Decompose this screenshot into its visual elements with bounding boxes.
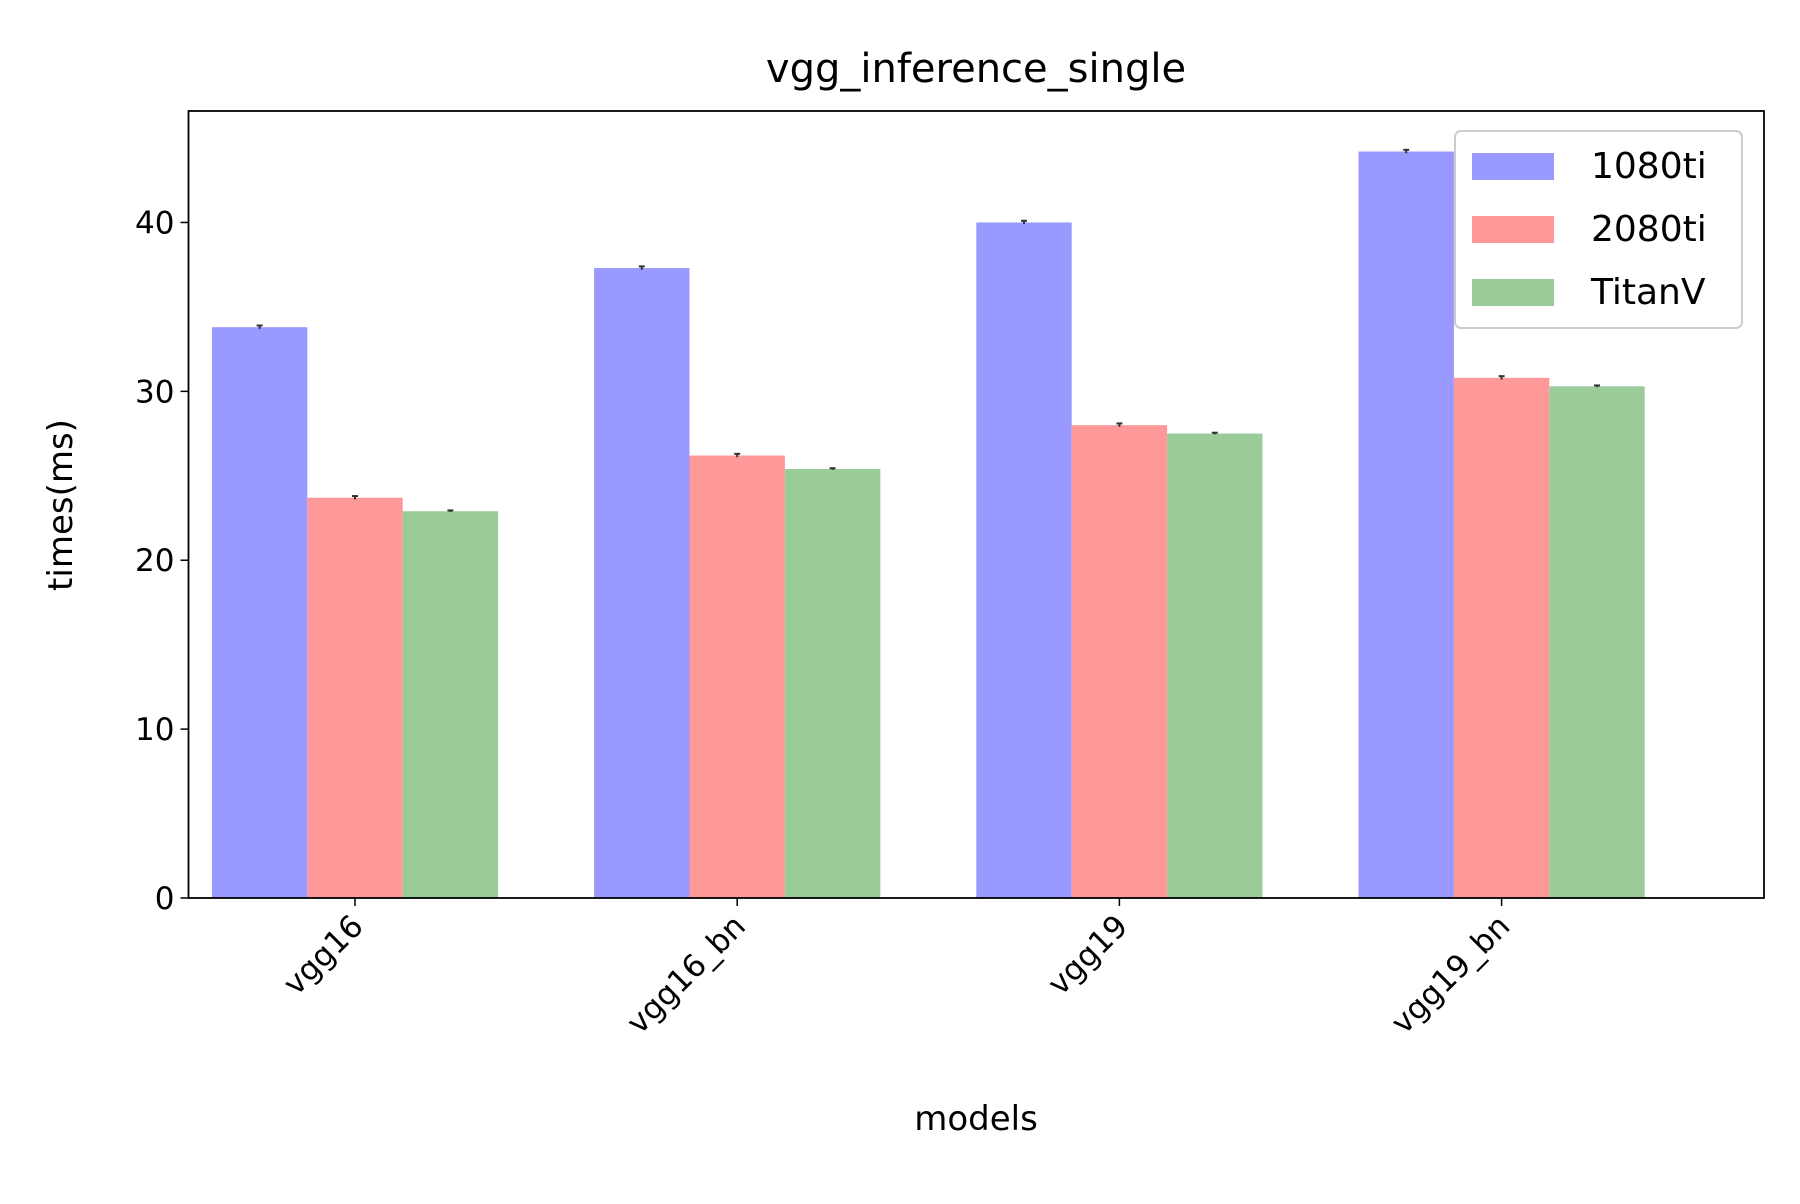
legend: 1080ti 2080ti TitanV <box>1454 130 1743 329</box>
bar <box>594 268 690 898</box>
bar <box>1549 386 1645 898</box>
x-axis-label: models <box>914 1099 1038 1139</box>
y-tick-label: 10 <box>135 712 174 748</box>
legend-label: 2080ti <box>1591 209 1707 250</box>
y-tick-label: 40 <box>135 205 174 241</box>
plot-frame <box>187 110 1765 899</box>
y-axis-label: times(ms) <box>41 419 81 591</box>
x-tick-label: vgg16 <box>277 908 371 1002</box>
legend-swatch <box>1472 279 1554 306</box>
legend-box <box>1454 130 1743 329</box>
bar <box>1167 433 1263 898</box>
bar <box>784 469 881 898</box>
x-tick-label: vgg16_bn <box>620 908 753 1041</box>
x-tick-label: vgg19_bn <box>1384 908 1517 1041</box>
chart-title: vgg_inference_single <box>766 46 1186 92</box>
bar <box>976 222 1072 899</box>
bar <box>1453 377 1550 898</box>
y-tick-label: 30 <box>135 374 174 410</box>
legend-swatch <box>1472 153 1554 180</box>
y-tick-label: 0 <box>155 881 175 917</box>
legend-label: TitanV <box>1590 272 1706 313</box>
bar <box>211 327 308 899</box>
bar <box>402 511 499 898</box>
legend-label: 1080ti <box>1591 146 1707 187</box>
legend-swatch <box>1472 216 1554 243</box>
x-tick-label: vgg19 <box>1041 908 1135 1002</box>
y-tick-label: 20 <box>135 543 174 579</box>
bar <box>1071 425 1168 898</box>
bar <box>1358 151 1454 898</box>
bar <box>307 497 403 898</box>
bar <box>689 455 785 898</box>
